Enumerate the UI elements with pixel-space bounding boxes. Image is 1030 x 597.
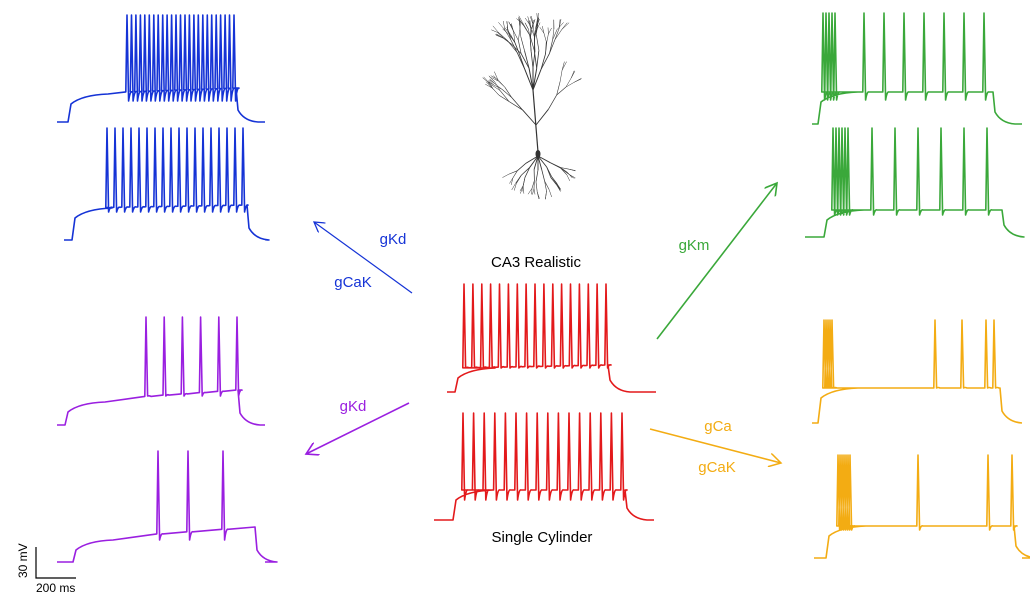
scale-bar-voltage: 30 mV [16, 543, 30, 578]
arrow-orange [649, 428, 781, 463]
label-single-cylinder: Single Cylinder [492, 529, 593, 546]
trace-orange-bottom [814, 454, 1030, 559]
scale-bar-time: 200 ms [36, 581, 75, 595]
trace-blue-top [57, 14, 265, 123]
trace-purple-top [57, 316, 265, 426]
trace-purple-bottom [57, 450, 278, 563]
trace-red-bottom [434, 412, 654, 521]
label-orange-gca: gCa [704, 418, 732, 435]
trace-blue-bottom [64, 127, 270, 241]
trace-orange-top [812, 319, 1023, 424]
neuron-morphology-icon [482, 12, 582, 200]
scale-bar: 30 mV 200 ms [16, 543, 76, 595]
label-blue-gcak: gCaK [334, 274, 372, 291]
label-green-gkm: gKm [679, 237, 710, 254]
label-blue-gkd: gKd [380, 231, 407, 248]
trace-green-top [812, 12, 1022, 125]
label-ca3-realistic: CA3 Realistic [491, 254, 582, 271]
voltage-traces [57, 12, 1030, 563]
arrow-green [656, 183, 777, 340]
arrow-blue [314, 222, 413, 294]
label-purple-gkd: gKd [340, 398, 367, 415]
trace-green-bottom [805, 127, 1025, 238]
label-orange-gcak: gCaK [698, 459, 736, 476]
trace-red-top [447, 283, 656, 393]
arrow-purple [306, 402, 410, 454]
